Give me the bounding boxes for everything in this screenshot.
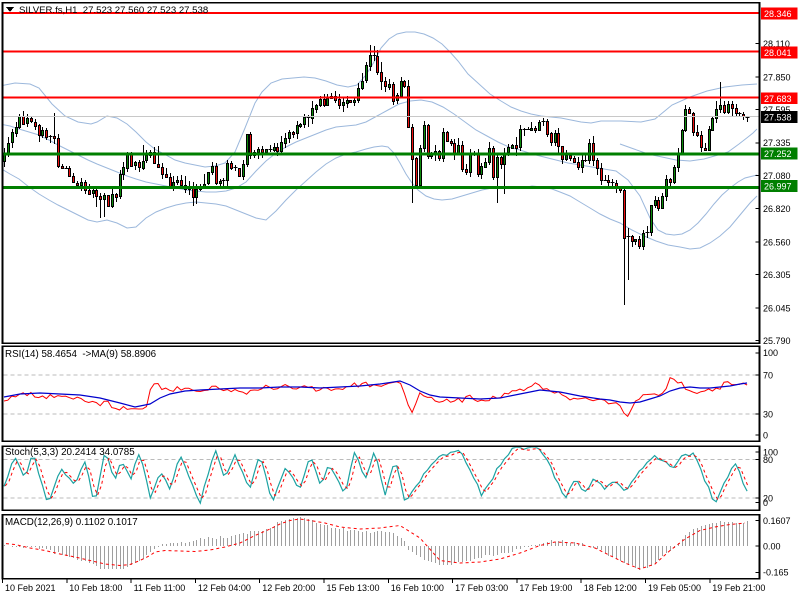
svg-text:26.560: 26.560 <box>763 237 791 247</box>
svg-text:0: 0 <box>763 430 768 440</box>
svg-text:27.080: 27.080 <box>763 171 791 181</box>
svg-text:27.850: 27.850 <box>763 72 791 82</box>
svg-text:Stoch(5,3,3) 20.2414 34.0785: Stoch(5,3,3) 20.2414 34.0785 <box>5 447 135 458</box>
svg-text:12 Feb 04:00: 12 Feb 04:00 <box>198 583 251 593</box>
svg-text:MACD(12,26,9) 0.1102 0.1017: MACD(12,26,9) 0.1102 0.1017 <box>5 517 138 528</box>
svg-text:30: 30 <box>763 410 773 420</box>
svg-text:SILVER.fs,H1 27.523 27.560 27: SILVER.fs,H1 27.523 27.560 27.523 27.538 <box>19 5 208 16</box>
svg-text:0.1607: 0.1607 <box>763 516 791 526</box>
svg-text:-0.165: -0.165 <box>763 568 789 578</box>
svg-text:0: 0 <box>763 498 768 508</box>
svg-text:70: 70 <box>763 370 773 380</box>
svg-text:12 Feb 20:00: 12 Feb 20:00 <box>262 583 315 593</box>
svg-text:17 Feb 03:00: 17 Feb 03:00 <box>455 583 508 593</box>
svg-text:19 Feb 21:00: 19 Feb 21:00 <box>712 583 765 593</box>
svg-text:27.595: 27.595 <box>763 105 791 115</box>
svg-text:80: 80 <box>763 455 773 465</box>
svg-text:27.335: 27.335 <box>763 138 791 148</box>
svg-text:27.683: 27.683 <box>764 94 792 104</box>
svg-text:27.538: 27.538 <box>764 112 792 122</box>
svg-text:28.110: 28.110 <box>763 39 790 49</box>
svg-text:20: 20 <box>763 493 773 503</box>
svg-text:15 Feb 13:00: 15 Feb 13:00 <box>327 583 380 593</box>
svg-text:25.790: 25.790 <box>763 336 791 346</box>
svg-text:100: 100 <box>763 448 778 458</box>
svg-text:26.820: 26.820 <box>763 204 791 214</box>
svg-text:18 Feb 12:00: 18 Feb 12:00 <box>584 583 637 593</box>
svg-text:RSI(14) 58.4654 ->MA(9) 58.89: RSI(14) 58.4654 ->MA(9) 58.8906 <box>5 349 157 360</box>
svg-text:28.041: 28.041 <box>764 48 792 58</box>
svg-text:26.305: 26.305 <box>763 270 791 280</box>
svg-text:0.00: 0.00 <box>763 541 781 551</box>
svg-text:16 Feb 10:00: 16 Feb 10:00 <box>391 583 444 593</box>
svg-text:28.346: 28.346 <box>764 9 792 19</box>
svg-text:10 Feb 18:00: 10 Feb 18:00 <box>69 583 122 593</box>
svg-text:19 Feb 05:00: 19 Feb 05:00 <box>648 583 701 593</box>
svg-text:27.252: 27.252 <box>764 149 792 159</box>
svg-text:11 Feb 11:00: 11 Feb 11:00 <box>134 583 186 593</box>
svg-text:17 Feb 19:00: 17 Feb 19:00 <box>519 583 572 593</box>
svg-text:100: 100 <box>763 348 778 358</box>
svg-text:10 Feb 2021: 10 Feb 2021 <box>5 583 56 593</box>
svg-text:26.045: 26.045 <box>763 303 791 313</box>
svg-text:26.997: 26.997 <box>764 182 792 192</box>
